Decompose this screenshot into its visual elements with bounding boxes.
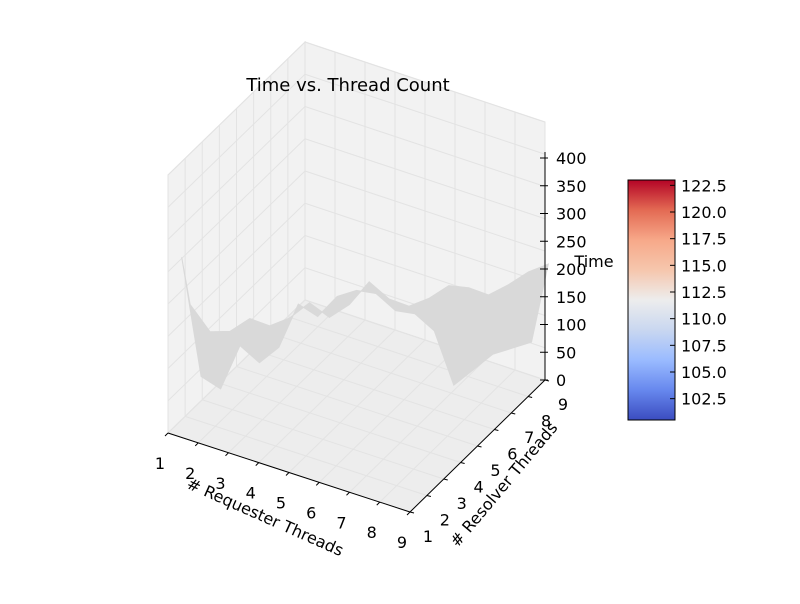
floor-grid-line [253,349,495,430]
x-tick [376,501,381,506]
y-tick-label: 5 [490,461,500,480]
y-tick [528,396,533,398]
back-grid-line [304,138,546,220]
x-tick [194,442,199,447]
z-tick-label: 350 [556,177,587,196]
x-tick [255,462,260,466]
x-axis-line [167,432,411,513]
x-tick-label: 1 [155,454,165,473]
y-tick [426,495,431,497]
colorbar-tick-label: 105.0 [681,363,727,382]
back-grid-line [304,106,546,187]
z-tick-label: 200 [556,260,587,279]
y-tick-label: 8 [541,412,551,431]
z-tick-label: 300 [556,205,587,224]
y-tick [477,445,482,448]
y-tick [494,429,499,431]
x-tick-label: 4 [246,484,256,503]
x-tick [406,511,411,516]
x-tick [285,472,290,476]
x-tick-label: 2 [185,464,195,483]
colorbar-tick-label: 115.0 [681,256,727,275]
x-tick-label: 8 [367,523,377,542]
y-tick [409,511,415,514]
back-grid-line [304,299,546,381]
back-grid-line [304,170,546,252]
x-axis-label: # Requester Threads [184,474,346,560]
back-grid-line [304,202,546,284]
floor-grid-line [270,332,512,414]
x-tick-label: 9 [397,533,407,552]
colorbar-tick-label: 107.5 [681,336,727,355]
chart-title: Time vs. Thread Count [245,75,449,96]
y-tick [443,478,448,481]
colorbar-tick-label: 120.0 [681,203,727,222]
x-tick-label: 3 [215,474,225,493]
x-tick [346,491,350,496]
x-tick [225,452,229,457]
back-grid-line [304,41,546,123]
y-tick [511,412,516,415]
back-grid-line [304,73,546,155]
colorbar [627,179,676,421]
left-grid-line [167,170,306,305]
floor-grid-line [236,366,478,447]
y-tick-label: 4 [474,478,484,497]
floor-grid-line [287,316,529,397]
colorbar-tick-label: 112.5 [681,283,727,302]
left-grid-line [167,73,306,208]
z-tick-label: 100 [556,316,587,335]
x-tick [164,432,169,437]
floor-grid-line [379,369,516,503]
z-tick-label: 150 [556,288,587,307]
y-axis-line [409,379,546,513]
colorbar-tick-label: 110.0 [681,310,727,329]
y-tick-label: 7 [524,428,534,447]
left-grid-line [167,41,306,176]
z-tick-label: 250 [556,232,587,251]
x-tick-label: 6 [306,503,316,522]
colorbar-tick-label: 102.5 [681,390,727,409]
floor-grid-line [349,359,486,493]
z-axis-label: Time [573,252,613,271]
left-grid-line [167,235,306,369]
y-tick [460,462,465,464]
left-grid-line [167,138,306,273]
y-tick-label: 3 [457,494,467,513]
floor-grid-line [318,349,456,483]
y-tick-label: 1 [423,527,433,546]
surface [181,257,549,390]
y-tick-label: 6 [507,445,517,464]
z-tick-label: 0 [556,371,566,390]
z-tick-label: 50 [556,343,576,362]
colorbar-tick-label: 117.5 [681,230,727,249]
x-tick-label: 7 [336,513,346,532]
z-tick-label: 400 [556,149,587,168]
y-tick-label: 9 [558,395,568,414]
x-tick [315,482,320,486]
colorbar-tick-label: 122.5 [681,176,727,195]
y-tick-label: 2 [440,511,450,530]
left-grid-line [167,106,306,240]
x-tick-label: 5 [276,494,286,513]
